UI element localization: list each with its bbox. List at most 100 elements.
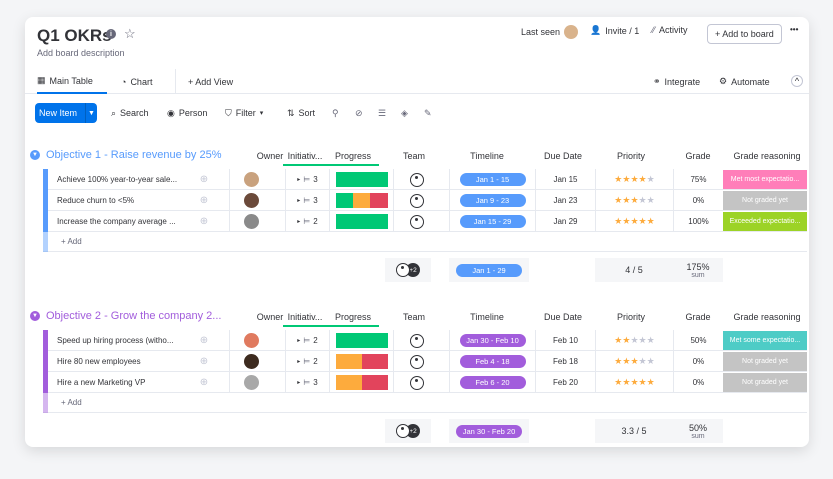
owner-cell[interactable] <box>229 351 273 372</box>
board-description[interactable]: Add board description <box>37 48 125 58</box>
grade-reasoning-label[interactable]: Not graded yet <box>723 373 807 392</box>
initiatives-cell[interactable]: ▸ ⊨ 2 <box>285 351 329 372</box>
priority-rating[interactable]: ★ ★ ★ ★ ★ <box>595 330 673 351</box>
team-cell[interactable] <box>393 372 439 393</box>
timeline-cell[interactable]: Jan 9 - 23 <box>449 190 535 211</box>
column-header-timeline[interactable]: Timeline <box>470 312 504 322</box>
due-date-cell[interactable]: Jan 23 <box>535 190 595 211</box>
filter-button[interactable]: ⛉ Filter ▾ <box>225 103 263 123</box>
add-update-icon[interactable]: ⊕ <box>199 356 209 367</box>
sort-button[interactable]: ⇅ Sort <box>287 103 315 123</box>
star-icon[interactable]: ★ <box>614 195 623 205</box>
due-date-cell[interactable]: Feb 20 <box>535 372 595 393</box>
initiatives-cell[interactable]: ▸ ⊨ 2 <box>285 211 329 232</box>
star-icon[interactable]: ★ <box>646 335 655 345</box>
add-to-board-button[interactable]: + Add to board <box>707 24 782 44</box>
add-update-icon[interactable]: ⊕ <box>199 195 209 206</box>
timeline-cell[interactable]: Feb 6 - 20 <box>449 372 535 393</box>
initiatives-cell[interactable]: ▸ ⊨ 3 <box>285 169 329 190</box>
star-icon[interactable]: ★ <box>630 216 639 226</box>
due-date-cell[interactable]: Jan 15 <box>535 169 595 190</box>
column-header-grade[interactable]: Grade <box>685 312 711 322</box>
due-date-cell[interactable]: Jan 29 <box>535 211 595 232</box>
table-row[interactable]: Speed up hiring process (witho... ⊕ ▸ ⊨ 2 Jan… <box>43 330 807 351</box>
initiatives-cell[interactable]: ▸ ⊨ 2 <box>285 330 329 351</box>
search-button[interactable]: ⌕ Search <box>111 103 149 123</box>
team-cell[interactable] <box>393 330 439 351</box>
activity-button[interactable]: ⁄⁄ Activity <box>652 25 688 35</box>
priority-rating[interactable]: ★ ★ ★ ★ ★ <box>595 372 673 393</box>
chevron-down-icon[interactable]: ▼ <box>85 103 97 123</box>
initiatives-cell[interactable]: ▸ ⊨ 3 <box>285 190 329 211</box>
timeline-cell[interactable]: Jan 30 - Feb 10 <box>449 330 535 351</box>
column-header-grade[interactable]: Grade <box>685 151 711 161</box>
star-icon[interactable]: ★ <box>638 377 647 387</box>
priority-rating[interactable]: ★ ★ ★ ★ ★ <box>595 190 673 211</box>
star-icon[interactable]: ★ <box>622 356 631 366</box>
priority-rating[interactable]: ★ ★ ★ ★ ★ <box>595 211 673 232</box>
team-cell[interactable] <box>393 211 439 232</box>
chevron-down-icon[interactable]: ▼ <box>30 311 40 321</box>
column-header-due-date[interactable]: Due Date <box>543 312 583 322</box>
last-seen[interactable]: Last seen <box>521 25 579 39</box>
star-icon[interactable]: ★ <box>622 174 631 184</box>
more-icon[interactable]: ••• <box>790 25 799 34</box>
star-icon[interactable]: ★ <box>638 174 647 184</box>
star-icon[interactable]: ★ <box>622 377 631 387</box>
chevron-down-icon[interactable]: ▼ <box>30 150 40 160</box>
add-item-row[interactable]: + Add <box>43 393 807 413</box>
integrate-button[interactable]: ⚭ Integrate <box>653 69 700 94</box>
grade-reasoning-label[interactable]: Met most expectatio... <box>723 170 807 189</box>
grade-cell[interactable]: 0% <box>673 190 723 211</box>
item-name[interactable]: Hire 80 new employees <box>57 357 141 366</box>
column-header-timeline[interactable]: Timeline <box>470 151 504 161</box>
grade-cell[interactable]: 75% <box>673 169 723 190</box>
add-update-icon[interactable]: ⊕ <box>199 377 209 388</box>
column-header-grade-reasoning[interactable]: Grade reasoning <box>733 312 801 322</box>
column-header-owner[interactable]: Owner <box>256 151 284 161</box>
column-header-owner[interactable]: Owner <box>256 312 284 322</box>
grade-cell[interactable]: 0% <box>673 372 723 393</box>
collapse-header-button[interactable]: ^ <box>791 75 803 87</box>
column-header-team[interactable]: Team <box>402 312 425 322</box>
column-header-priority[interactable]: Priority <box>616 312 645 322</box>
star-icon[interactable]: ★ <box>630 195 639 205</box>
priority-rating[interactable]: ★ ★ ★ ★ ★ <box>595 169 673 190</box>
star-icon[interactable]: ★ <box>646 356 655 366</box>
add-update-icon[interactable]: ⊕ <box>199 174 209 185</box>
tab-chart[interactable]: ◔ Chart <box>121 69 152 94</box>
add-item-label[interactable]: + Add <box>61 398 82 407</box>
group-title[interactable]: ▼ Objective 2 - Grow the company 2... <box>30 310 221 322</box>
table-row[interactable]: Reduce churn to <5% ⊕ ▸ ⊨ 3 Jan 9 - 23 Jan 23 ★… <box>43 190 807 211</box>
team-cell[interactable] <box>393 190 439 211</box>
star-icon[interactable]: ★ <box>646 216 655 226</box>
timeline-cell[interactable]: Jan 15 - 29 <box>449 211 535 232</box>
star-icon[interactable]: ★ <box>646 195 655 205</box>
team-cell[interactable] <box>393 351 439 372</box>
row-height-icon[interactable]: ☰ <box>378 107 387 118</box>
item-name[interactable]: Speed up hiring process (witho... <box>57 336 174 345</box>
item-name[interactable]: Hire a new Marketing VP <box>57 378 146 387</box>
column-header-progress[interactable]: Progress <box>327 312 379 327</box>
star-icon[interactable]: ★ <box>630 335 639 345</box>
owner-cell[interactable] <box>229 330 273 351</box>
star-icon[interactable]: ★ <box>638 195 647 205</box>
info-icon[interactable]: i <box>106 29 116 39</box>
new-item-button[interactable]: New Item ▼ <box>35 103 97 123</box>
grade-cell[interactable]: 0% <box>673 351 723 372</box>
paint-bucket-icon[interactable]: ◈ <box>401 107 408 118</box>
priority-rating[interactable]: ★ ★ ★ ★ ★ <box>595 351 673 372</box>
column-header-grade-reasoning[interactable]: Grade reasoning <box>733 151 801 161</box>
pin-icon[interactable]: ⚲ <box>332 107 339 118</box>
column-header-initiatives[interactable]: Initiativ... <box>283 151 327 166</box>
star-icon[interactable]: ★ <box>614 356 623 366</box>
person-filter-button[interactable]: ◉ Person <box>167 103 207 123</box>
star-icon[interactable]: ★ <box>622 335 631 345</box>
add-item-row[interactable]: + Add <box>43 232 807 252</box>
add-view-button[interactable]: + Add View <box>175 69 233 94</box>
column-header-due-date[interactable]: Due Date <box>543 151 583 161</box>
column-header-progress[interactable]: Progress <box>327 151 379 166</box>
item-name[interactable]: Achieve 100% year-to-year sale... <box>57 175 178 184</box>
star-icon[interactable]: ★ <box>622 216 631 226</box>
star-icon[interactable]: ★ <box>614 335 623 345</box>
